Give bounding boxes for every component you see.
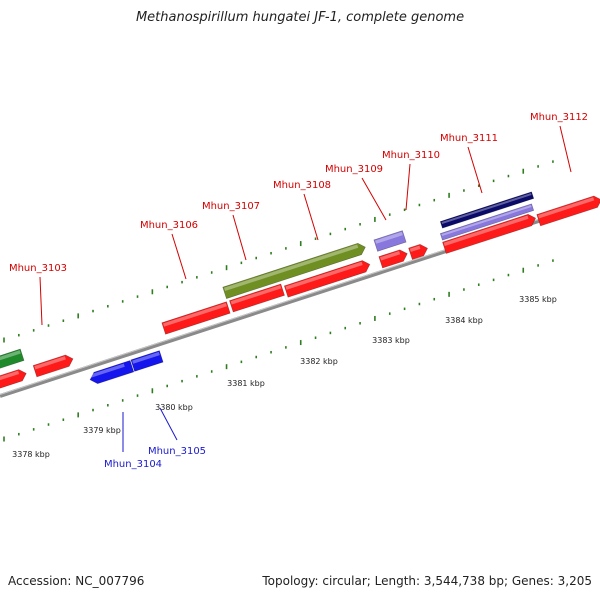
upper-tick-row [3,160,554,343]
gene-label[interactable]: Mhun_3104 [104,459,162,470]
gene-mhun-3111-shape [439,191,535,229]
gene-mhun-3107-sheen [230,285,282,305]
gene-mhun-3111b-shape [439,203,535,241]
gene-mhun-3108b-sheen [285,261,363,290]
leader-line [361,177,387,221]
gene-mhun-3105[interactable] [130,350,164,372]
gene-mhun-3105-shape [130,350,164,372]
gene-label[interactable]: Mhun_3112 [530,112,588,123]
gene-mhun-3105-sheen [132,351,160,364]
gene-mhun-3108-sheen [224,244,359,292]
gene-label[interactable]: Mhun_3103 [9,263,67,274]
leader-line [232,214,247,261]
gene-mhun-3110[interactable] [378,248,409,269]
gene-mhun-3103-shape [32,354,74,378]
gene-label[interactable]: Mhun_3107 [202,201,260,212]
lower-tick-row [3,259,554,442]
gene-mhun-3112-shape [536,195,600,227]
gene-mhun-3108b[interactable] [283,259,371,298]
gene-mhun-3111c[interactable] [442,212,537,254]
leader-line [39,276,43,326]
leader-line [405,163,411,211]
gene-mhun-3103-sheen [34,356,66,370]
map-title: Methanospirillum hungatei JF-1, complete… [135,10,465,25]
gene-mhun-3109[interactable] [373,230,407,252]
gene-mhun-3110-shape [378,249,408,269]
gene-mhun-3111c-shape [442,213,537,254]
gene-mhun-3111c-sheen [443,215,529,246]
gene-label-layer: Mhun_3103 Mhun_3104 Mhun_3105 Mhun_3106 Mhun… [9,112,588,470]
gene-label[interactable]: Mhun_3109 [325,164,383,175]
gene-mhun-3103[interactable] [32,353,75,378]
gene-mhun-3106[interactable] [161,301,231,335]
scale-label: 3383 kbp [372,336,410,345]
gene-mhun-3111b-sheen [441,205,532,237]
gene-mhun-3104-sheen [89,363,125,378]
gene-red-left-sheen [0,370,20,381]
gene-mhun-3106-sheen [163,303,227,327]
gene-label[interactable]: Mhun_3108 [273,180,331,191]
gene-mhun-3110b-shape [408,244,428,260]
gene-mhun-3108b-shape [283,260,371,298]
gene-red-left[interactable] [0,368,28,389]
gene-mhun-3106-shape [161,301,231,335]
gene-mhun-3110b[interactable] [408,243,430,260]
gene-mhun-3109-sheen [375,231,403,244]
gene-mhun-3104[interactable] [88,360,135,385]
gene-red-left-shape [0,369,27,389]
gene-mhun-3109-shape [373,230,407,252]
gene-mhun-3110b-sheen [409,245,421,252]
gene-mhun-3108[interactable] [222,241,367,299]
gene-green-left-shape [0,348,25,372]
scale-label: 3385 kbp [519,295,557,304]
gene-label[interactable]: Mhun_3106 [140,220,198,231]
gene-green-left[interactable] [0,348,25,372]
gene-mhun-3112-sheen [538,197,595,219]
scale-label: 3384 kbp [445,316,483,325]
gene-mhun-3104-shape [89,360,135,384]
scale-label: 3380 kbp [155,403,193,412]
topology-text: Topology: circular; Length: 3,544,738 bp… [262,574,592,588]
gene-mhun-3111-sheen [441,193,532,225]
label-leader-lines [39,125,572,452]
gene-mhun-3107-shape [229,283,285,313]
gene-mhun-3107[interactable] [229,283,285,313]
scale-label-layer: 3378 kbp 3379 kbp 3380 kbp 3381 kbp 3382 kbp… [12,295,557,459]
leader-line [559,125,572,173]
leader-line [159,407,178,441]
scale-label: 3381 kbp [227,379,265,388]
gene-mhun-3111b[interactable] [439,203,535,241]
accession-text: Accession: NC_007796 [8,574,145,588]
gene-label[interactable]: Mhun_3111 [440,133,498,144]
leader-line [467,146,483,194]
gene-mhun-3108-shape [222,242,366,299]
gene-features [0,191,600,389]
leader-line [171,233,187,280]
scale-label: 3382 kbp [300,357,338,366]
gene-label[interactable]: Mhun_3105 [148,446,206,457]
scale-label: 3379 kbp [83,426,121,435]
gene-mhun-3112[interactable] [536,194,600,227]
gene-label[interactable]: Mhun_3110 [382,150,440,161]
gene-green-left-sheen [0,350,21,364]
gene-mhun-3111[interactable] [439,191,535,229]
scale-label: 3378 kbp [12,450,50,459]
gene-mhun-3110-sheen [380,251,401,261]
leader-line [303,193,319,241]
